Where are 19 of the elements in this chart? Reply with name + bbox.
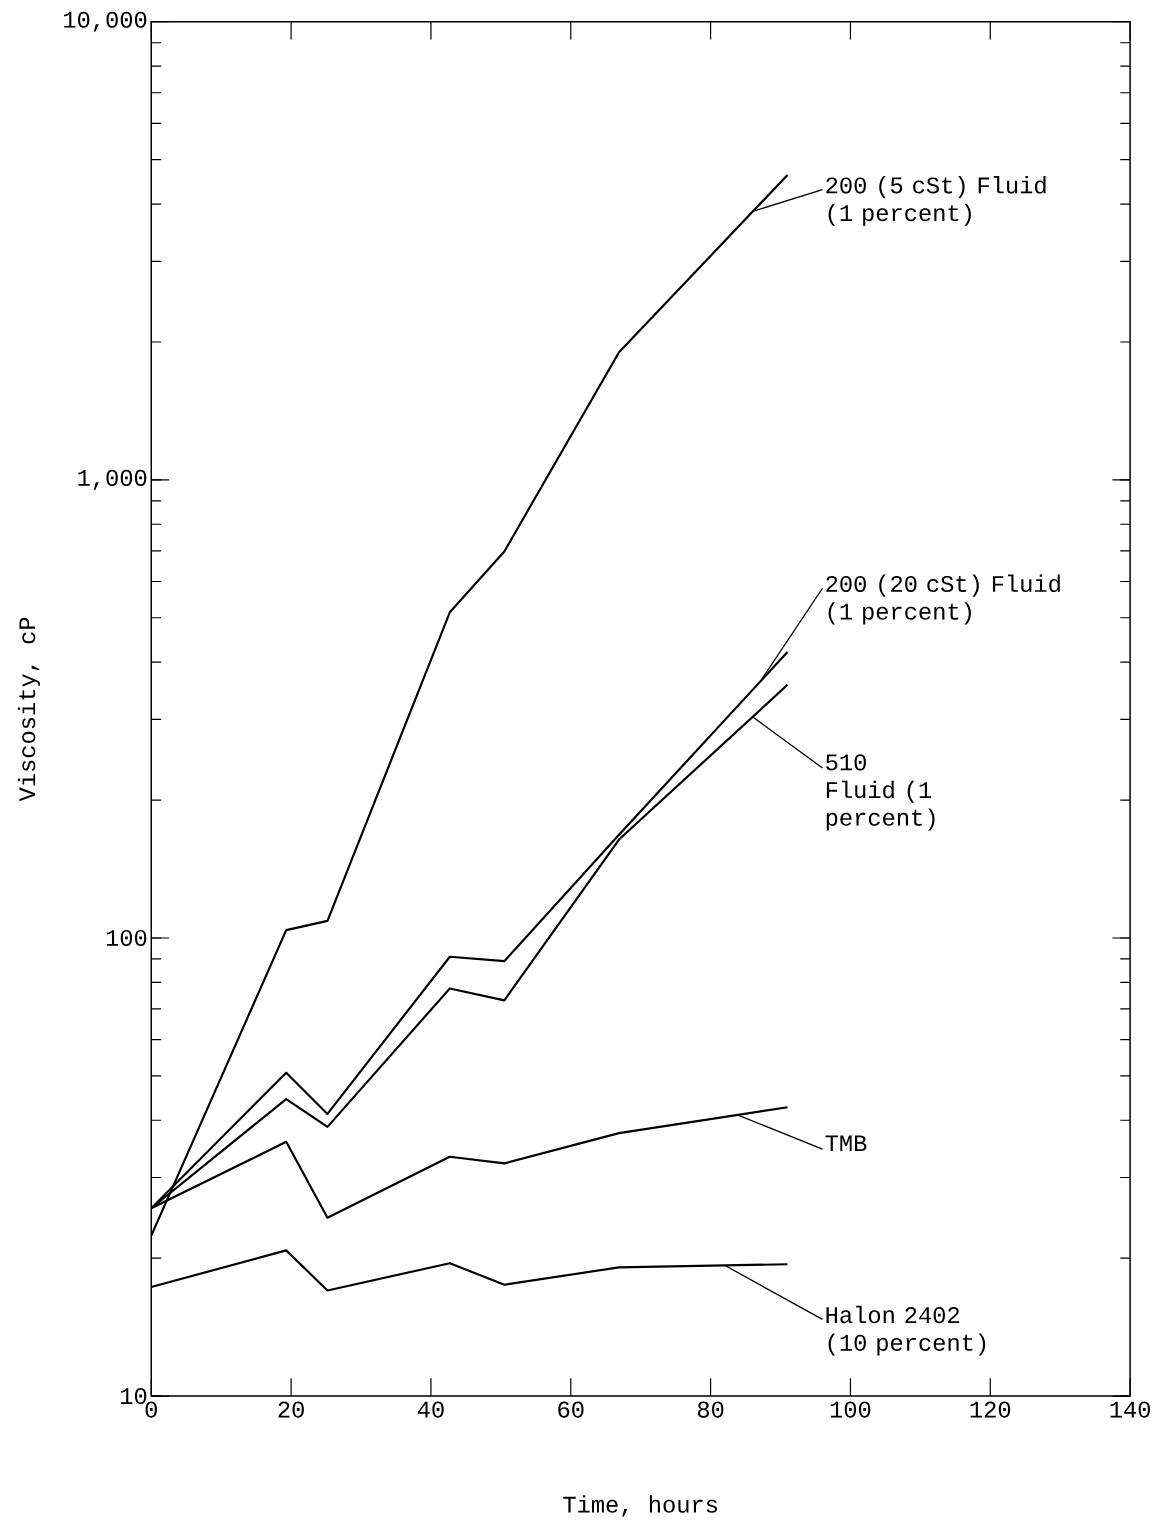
y-tick-label: 10 bbox=[121, 1388, 147, 1405]
x-tick-label: 0 bbox=[145, 1401, 158, 1418]
annotation: 200 (20 cSt) Fluid (1 percent) bbox=[826, 574, 1060, 625]
y-tick-label: 100 bbox=[106, 929, 147, 947]
x-tick-label: 100 bbox=[830, 1401, 871, 1418]
annotation: Halon 2402 (10 percent) bbox=[826, 1305, 986, 1356]
x-tick-label: 20 bbox=[278, 1401, 304, 1418]
x-tick-label: 40 bbox=[418, 1401, 444, 1418]
annotation: 200 (5 cSt) Fluid (1 percent) bbox=[826, 176, 1046, 226]
x-tick-label: 140 bbox=[1110, 1401, 1151, 1418]
y-tick-label: 10,000 bbox=[64, 11, 147, 32]
x-tick-label: 120 bbox=[970, 1401, 1011, 1418]
x-tick-label: 60 bbox=[558, 1401, 584, 1418]
x-tick-label: 80 bbox=[698, 1401, 724, 1418]
annotation: 510 Fluid (1 percent) bbox=[826, 754, 935, 831]
y-tick-label: 1,000 bbox=[78, 469, 147, 490]
annotation: TMB bbox=[825, 1135, 867, 1152]
x-axis-title: Time, hours bbox=[563, 1495, 718, 1517]
y-axis-title: Viscosity, cP bbox=[17, 617, 41, 802]
